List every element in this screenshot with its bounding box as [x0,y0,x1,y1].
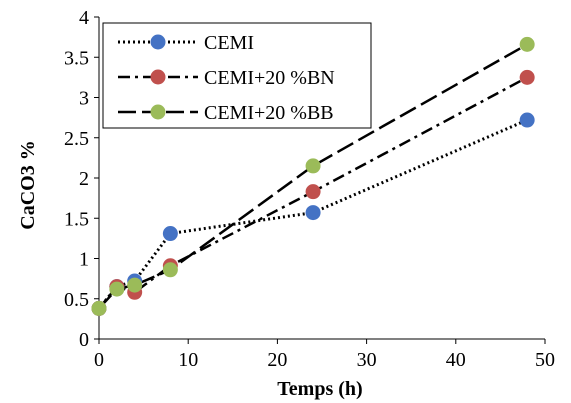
y-tick-label: 0.5 [64,289,89,311]
data-point-series-3 [305,158,321,174]
x-tick-label: 30 [357,349,377,371]
data-point-series-3 [162,262,178,278]
series-line-1 [97,118,528,310]
x-tick-label: 50 [535,349,555,371]
axes: 00.511.522.533.540 10 20 30 40 50 [64,7,555,371]
data-point-series-3 [109,281,125,297]
series-layer [91,36,535,316]
y-tick-label: 1 [79,249,89,271]
x-tick-label: 10 [178,349,198,371]
legend-marker-1 [150,34,166,50]
x-tick-label: 0 [94,349,104,371]
legend-box [102,22,372,129]
data-point-series-2 [305,184,321,200]
legend-label-2: CEMI+20 %BN [204,67,335,89]
data-point-series-3 [127,277,143,293]
y-tick-label: 1.5 [64,208,89,230]
x-tick-label: 20 [267,349,287,371]
y-tick-label: 2 [79,168,89,190]
data-point-series-3 [91,300,107,316]
data-point-series-1 [162,226,178,242]
x-axis-title: Temps (h) [277,378,362,400]
data-point-series-1 [519,112,535,128]
x-tick-label: 40 [446,349,466,371]
series-line-2 [98,76,528,310]
legend-marker-3 [150,104,166,120]
y-tick-label: 3.5 [64,47,89,69]
legend-label-1: CEMI [204,32,254,54]
legend-marker-2 [150,69,166,85]
legend-label-3: CEMI+20 %BB [204,102,334,124]
y-tick-label: 0 [79,329,89,351]
y-axis-title: CaCO3 % [17,140,39,229]
y-tick-label: 3 [79,88,89,110]
data-point-series-2 [519,69,535,85]
legend: CEMI CEMI+20 %BN CEMI+20 %BB [102,22,372,129]
data-point-series-1 [305,205,321,221]
series-line-3 [98,43,528,310]
data-point-series-3 [519,36,535,52]
y-tick-label: 2.5 [64,128,89,150]
y-tick-label: 4 [79,7,89,29]
